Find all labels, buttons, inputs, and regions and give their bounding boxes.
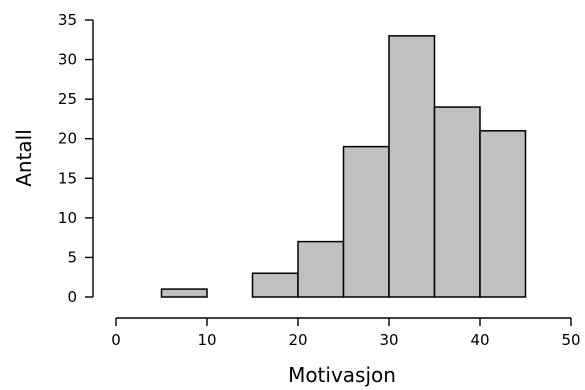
y-axis-ticks: 0 5 10 15 20 25 30 35 [58, 11, 93, 306]
y-tick-label: 25 [58, 90, 77, 108]
histogram-bar [251, 272, 299, 298]
histogram-bar [160, 288, 208, 298]
x-axis-ticks: 0 10 20 30 40 50 [111, 318, 581, 349]
y-tick-label: 5 [67, 248, 77, 266]
y-axis-title: Antall [12, 129, 36, 187]
y-tick-label: 10 [58, 209, 77, 227]
y-tick-label: 35 [58, 11, 77, 29]
y-tick-label: 20 [58, 130, 77, 148]
y-tick-label: 0 [67, 288, 77, 306]
x-tick-label: 30 [379, 331, 398, 349]
histogram-bar [433, 106, 481, 298]
x-tick-label: 0 [111, 331, 121, 349]
histogram-bar [297, 240, 345, 298]
x-tick-label: 50 [561, 331, 580, 349]
x-tick-label: 40 [470, 331, 489, 349]
x-tick-label: 10 [197, 331, 216, 349]
x-tick-label: 20 [288, 331, 307, 349]
histogram-bar [388, 35, 436, 298]
histogram-bar [342, 145, 390, 298]
histogram-bar [479, 130, 527, 298]
y-tick-label: 30 [58, 51, 77, 69]
x-axis-title: Motivasjon [288, 363, 396, 387]
y-tick-label: 15 [58, 169, 77, 187]
bars-group [160, 35, 527, 298]
